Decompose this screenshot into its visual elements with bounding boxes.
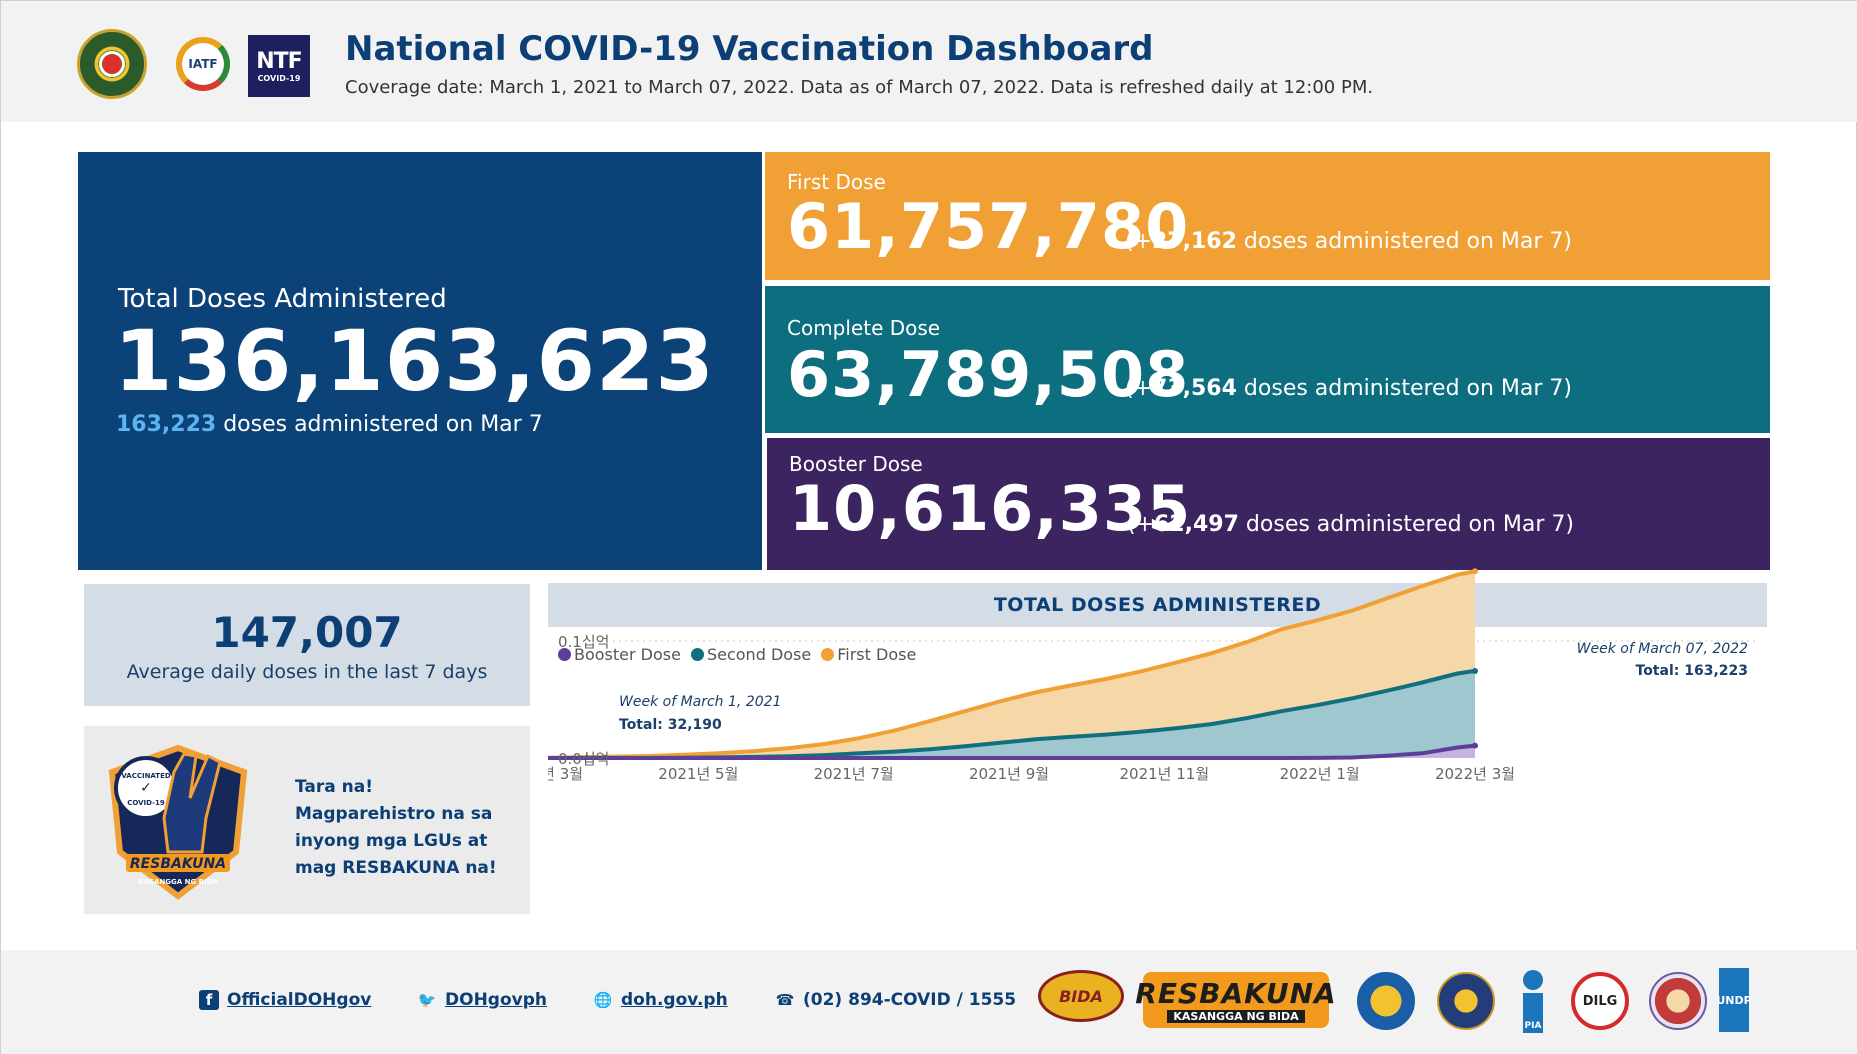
svg-text:✓: ✓ bbox=[140, 780, 152, 796]
first-dose-label: First Dose bbox=[787, 170, 886, 194]
iatf-logo: IATF bbox=[171, 31, 235, 97]
svg-text:RESBAKUNA: RESBAKUNA bbox=[130, 856, 226, 872]
agency-seal bbox=[1649, 972, 1707, 1030]
legend-second[interactable]: Second Dose bbox=[690, 645, 811, 664]
doses-area-chart[interactable]: 0.0십억 0.1십억 2021년 3월 2021년 5월 2021년 7월 2021년 … bbox=[548, 531, 1767, 831]
legend-booster[interactable]: Booster Dose bbox=[558, 645, 681, 664]
complete-dose-label: Complete Dose bbox=[787, 316, 941, 340]
facebook-link[interactable]: f OfficialDOHgov bbox=[199, 990, 371, 1010]
first-dose-delta: 27,162 bbox=[1152, 229, 1237, 254]
total-daily-value: 163,223 bbox=[116, 412, 217, 437]
resbakuna-logo: RESBAKUNA KASANGGA NG BIDA bbox=[1135, 972, 1336, 1028]
first-dose-card: First Dose 61,757,780 (+27,162 doses adm… bbox=[765, 152, 1770, 280]
booster-dose-note: (+62,497 doses administered on Mar 7) bbox=[1127, 512, 1575, 537]
chart-title: TOTAL DOSES ADMINISTERED bbox=[548, 583, 1767, 627]
footer: f OfficialDOHgov 🐦 DOHgovph 🌐 doh.gov.ph ☎(… bbox=[1, 950, 1857, 1054]
x-tick-label: 2022년 3월 bbox=[1435, 765, 1515, 783]
complete-dose-note: (+73,564 doses administered on Mar 7) bbox=[1125, 376, 1573, 401]
legend-first[interactable]: First Dose bbox=[821, 645, 916, 664]
booster-dose-card: Booster Dose 10,616,335 (+62,497 doses a… bbox=[767, 438, 1770, 570]
annotation-start-total: Total: 32,190 bbox=[619, 717, 722, 733]
legend-first-dot bbox=[821, 648, 835, 661]
bida-logo: BIDA bbox=[1038, 970, 1124, 1022]
header: IATF NTF COVID-19 National COVID-19 Vacc… bbox=[1, 1, 1857, 122]
booster-dose-delta: 62,497 bbox=[1154, 512, 1239, 537]
x-tick-label: 2021년 11월 bbox=[1120, 765, 1210, 783]
annotation-start-week: Week of March 1, 2021 bbox=[619, 694, 781, 710]
total-doses-value: 136,163,623 bbox=[114, 312, 715, 410]
svg-text:VACCINATED: VACCINATED bbox=[121, 772, 171, 780]
twitter-icon: 🐦 bbox=[417, 991, 437, 1009]
government-seal bbox=[1437, 972, 1495, 1030]
svg-text:COVID-19: COVID-19 bbox=[127, 799, 165, 807]
booster-dose-label: Booster Dose bbox=[789, 452, 923, 476]
x-tick-label: 2021년 9월 bbox=[969, 765, 1049, 783]
phone-icon: ☎ bbox=[775, 991, 795, 1009]
average-daily-value: 147,007 bbox=[211, 608, 403, 657]
booster-dose-value: 10,616,335 bbox=[789, 472, 1192, 545]
doh-seal-logo bbox=[77, 29, 147, 99]
area-first-dose bbox=[548, 571, 1475, 758]
legend-second-dot bbox=[690, 648, 704, 661]
first-dose-value: 61,757,780 bbox=[787, 190, 1190, 263]
pia-logo: PIA bbox=[1521, 968, 1545, 1034]
x-tick-label: 2021년 7월 bbox=[814, 765, 894, 783]
first-dose-note: (+27,162 doses administered on Mar 7) bbox=[1125, 229, 1573, 254]
annotation-end-week: Week of March 07, 2022 bbox=[1577, 641, 1748, 657]
x-tick-label: 2021년 5월 bbox=[658, 765, 738, 783]
page-title: National COVID-19 Vaccination Dashboard bbox=[345, 29, 1154, 69]
complete-dose-delta: 73,564 bbox=[1152, 376, 1237, 401]
endpoint-booster-dose bbox=[1472, 742, 1478, 749]
annotation-end-total: Total: 163,223 bbox=[1636, 663, 1749, 679]
complete-dose-value: 63,789,508 bbox=[787, 338, 1190, 411]
y-tick-label: 0.0십억 bbox=[558, 750, 609, 768]
resbakuna-shield-logo: VACCINATED ✓ COVID-19 RESBAKUNA KASANGGA… bbox=[108, 744, 248, 900]
total-daily-note: 163,223 doses administered on Mar 7 bbox=[116, 412, 543, 437]
registration-call-to-action: Tara na! Magparehistro na sa inyong mga … bbox=[295, 777, 497, 878]
hotline: ☎ (02) 894-COVID / 1555 bbox=[775, 990, 1017, 1010]
total-doses-label: Total Doses Administered bbox=[118, 284, 447, 314]
globe-icon: 🌐 bbox=[593, 991, 613, 1009]
line-booster-dose bbox=[548, 743, 1476, 760]
line-first-dose bbox=[548, 569, 1476, 760]
ntf-logo: NTF COVID-19 bbox=[248, 35, 310, 97]
total-doses-card: Total Doses Administered 136,163,623 163… bbox=[78, 152, 762, 570]
x-tick-label: 2021년 3월 bbox=[548, 765, 583, 783]
average-daily-card: 147,007 Average daily doses in the last … bbox=[84, 584, 530, 706]
endpoint-first-dose bbox=[1472, 568, 1478, 575]
legend-booster-dot bbox=[558, 648, 571, 661]
chart-legend: Booster Dose Second Dose First Dose bbox=[558, 645, 916, 664]
svg-text:KASANGGA NG BIDA: KASANGGA NG BIDA bbox=[138, 878, 218, 886]
presidential-office-seal bbox=[1357, 972, 1415, 1030]
coverage-note: Coverage date: March 1, 2021 to March 07… bbox=[345, 77, 1374, 98]
endpoint-second-dose bbox=[1472, 667, 1478, 674]
complete-dose-card: Complete Dose 63,789,508 (+73,564 doses … bbox=[765, 286, 1770, 433]
x-tick-label: 2022년 1월 bbox=[1280, 765, 1360, 783]
facebook-icon: f bbox=[199, 990, 219, 1010]
dilg-logo: DILG bbox=[1571, 972, 1629, 1030]
resbakuna-promo: VACCINATED ✓ COVID-19 RESBAKUNA KASANGGA… bbox=[84, 726, 530, 914]
twitter-link[interactable]: 🐦 DOHgovph bbox=[417, 990, 547, 1010]
area-second-dose bbox=[548, 670, 1475, 758]
y-tick-label: 0.1십억 bbox=[558, 633, 609, 651]
undp-logo: UNDP bbox=[1716, 968, 1752, 1032]
average-daily-label: Average daily doses in the last 7 days bbox=[126, 661, 488, 683]
website-link[interactable]: 🌐 doh.gov.ph bbox=[593, 990, 728, 1010]
